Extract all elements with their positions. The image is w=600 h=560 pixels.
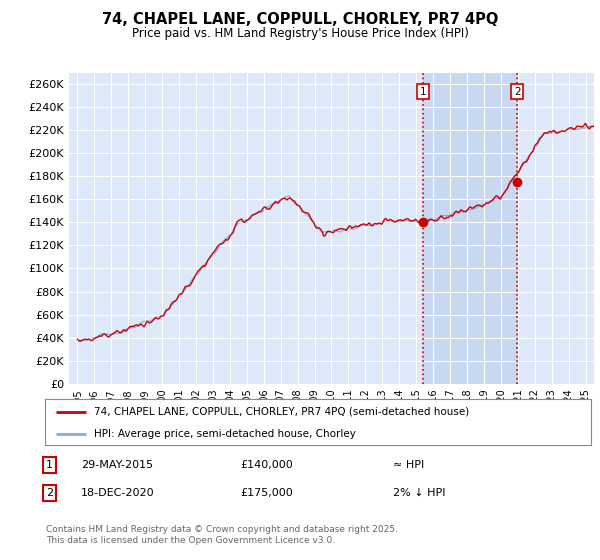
Text: 74, CHAPEL LANE, COPPULL, CHORLEY, PR7 4PQ: 74, CHAPEL LANE, COPPULL, CHORLEY, PR7 4… (102, 12, 498, 27)
Text: Price paid vs. HM Land Registry's House Price Index (HPI): Price paid vs. HM Land Registry's House … (131, 27, 469, 40)
Text: £140,000: £140,000 (240, 460, 293, 470)
Text: 29-MAY-2015: 29-MAY-2015 (81, 460, 153, 470)
Text: 2: 2 (46, 488, 53, 498)
Text: HPI: Average price, semi-detached house, Chorley: HPI: Average price, semi-detached house,… (94, 429, 356, 439)
Text: ≈ HPI: ≈ HPI (393, 460, 424, 470)
Text: 1: 1 (420, 87, 427, 97)
Text: Contains HM Land Registry data © Crown copyright and database right 2025.
This d: Contains HM Land Registry data © Crown c… (46, 525, 398, 545)
Text: 1: 1 (46, 460, 53, 470)
Text: 18-DEC-2020: 18-DEC-2020 (81, 488, 155, 498)
Text: £175,000: £175,000 (240, 488, 293, 498)
Text: 2: 2 (514, 87, 520, 97)
Text: 74, CHAPEL LANE, COPPULL, CHORLEY, PR7 4PQ (semi-detached house): 74, CHAPEL LANE, COPPULL, CHORLEY, PR7 4… (94, 407, 469, 417)
Text: 2% ↓ HPI: 2% ↓ HPI (393, 488, 445, 498)
Bar (423, 73, 517, 384)
